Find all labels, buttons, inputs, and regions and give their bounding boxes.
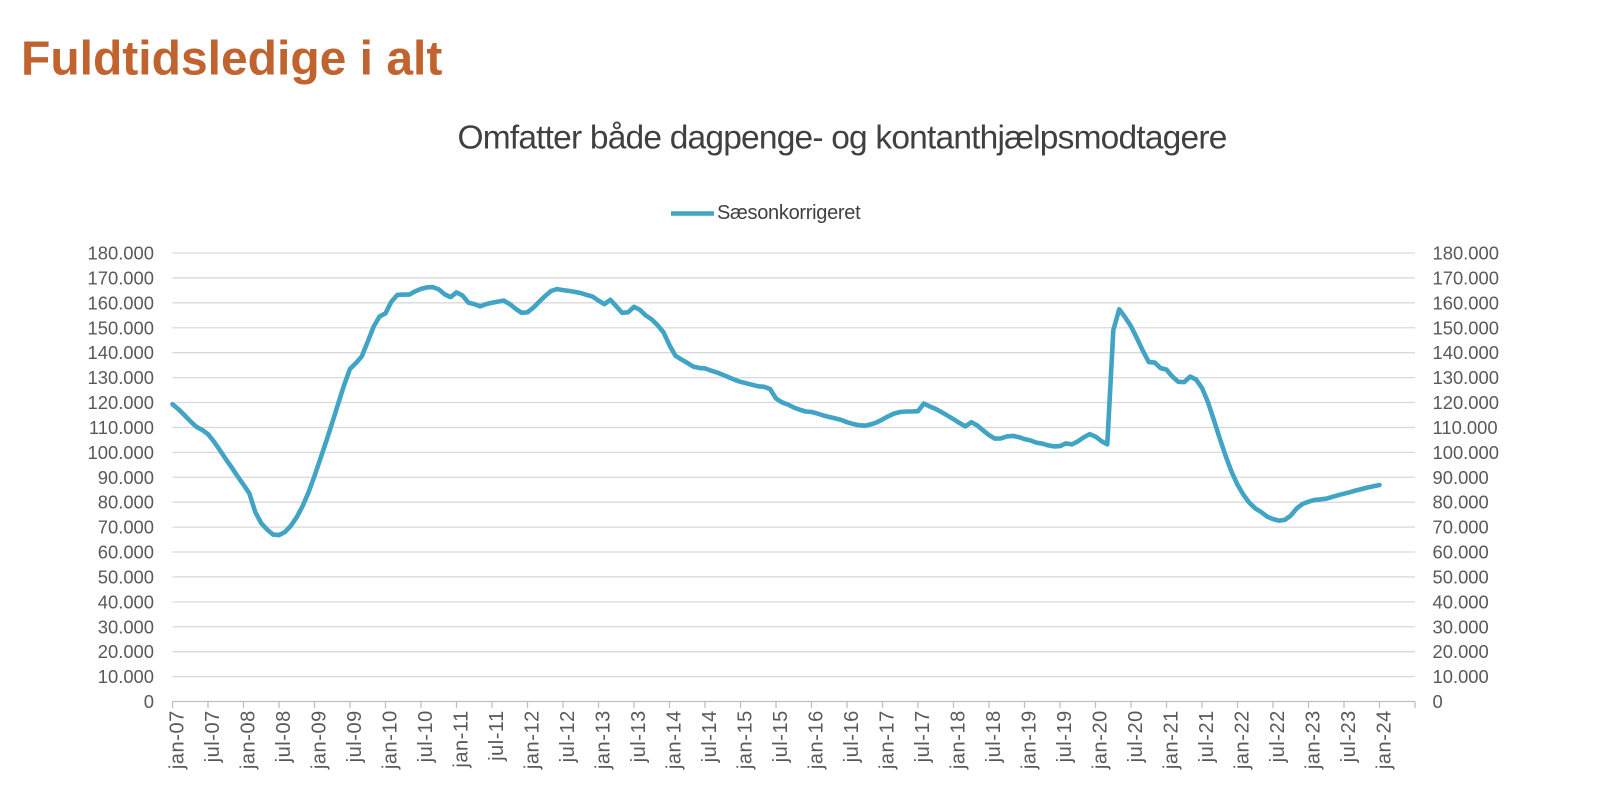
svg-text:170.000: 170.000 — [1433, 267, 1499, 288]
svg-text:150.000: 150.000 — [1433, 317, 1499, 338]
svg-text:110.000: 110.000 — [1433, 417, 1498, 438]
svg-text:60.000: 60.000 — [98, 542, 154, 563]
svg-text:jan-08: jan-08 — [237, 710, 259, 770]
svg-text:jul-10: jul-10 — [415, 710, 437, 763]
svg-text:140.000: 140.000 — [88, 342, 154, 363]
svg-text:40.000: 40.000 — [1433, 591, 1489, 612]
svg-text:jul-22: jul-22 — [1267, 710, 1289, 763]
svg-text:jan-11: jan-11 — [450, 710, 472, 768]
svg-text:110.000: 110.000 — [89, 417, 154, 438]
svg-text:jan-07: jan-07 — [166, 710, 188, 770]
svg-text:jan-24: jan-24 — [1373, 710, 1395, 770]
svg-text:jan-13: jan-13 — [592, 710, 614, 770]
svg-text:jan-15: jan-15 — [734, 710, 756, 770]
svg-text:180.000: 180.000 — [1433, 243, 1499, 264]
svg-text:jul-16: jul-16 — [841, 710, 863, 763]
svg-text:jul-09: jul-09 — [344, 710, 366, 763]
svg-text:Sæsonkorrigeret: Sæsonkorrigeret — [717, 202, 861, 224]
svg-text:jan-17: jan-17 — [876, 710, 898, 770]
svg-text:100.000: 100.000 — [1433, 442, 1499, 463]
svg-text:90.000: 90.000 — [98, 467, 154, 488]
svg-text:jul-19: jul-19 — [1054, 710, 1076, 763]
svg-text:180.000: 180.000 — [88, 243, 154, 264]
svg-text:jul-15: jul-15 — [770, 710, 792, 763]
svg-text:jul-08: jul-08 — [273, 710, 295, 763]
svg-text:80.000: 80.000 — [98, 492, 154, 513]
svg-text:jan-22: jan-22 — [1231, 710, 1253, 770]
svg-text:40.000: 40.000 — [98, 591, 154, 612]
svg-text:60.000: 60.000 — [1433, 542, 1489, 563]
svg-text:jul-13: jul-13 — [628, 710, 650, 763]
svg-text:50.000: 50.000 — [98, 566, 154, 587]
svg-text:jan-09: jan-09 — [308, 710, 330, 770]
svg-text:jan-23: jan-23 — [1302, 710, 1324, 770]
svg-text:jul-14: jul-14 — [699, 710, 721, 763]
svg-text:jul-21: jul-21 — [1196, 710, 1218, 763]
svg-text:140.000: 140.000 — [1433, 342, 1499, 363]
svg-text:jan-18: jan-18 — [947, 710, 969, 770]
svg-text:0: 0 — [1433, 691, 1443, 712]
svg-text:jul-23: jul-23 — [1338, 710, 1360, 763]
svg-text:jan-12: jan-12 — [521, 710, 543, 770]
svg-text:170.000: 170.000 — [88, 267, 154, 288]
svg-text:30.000: 30.000 — [98, 616, 154, 637]
svg-text:20.000: 20.000 — [1433, 641, 1489, 662]
svg-text:120.000: 120.000 — [1433, 392, 1499, 413]
svg-text:Omfatter både dagpenge- og kon: Omfatter både dagpenge- og kontanthjælps… — [457, 120, 1226, 157]
svg-text:jan-14: jan-14 — [663, 710, 685, 770]
svg-text:jul-11: jul-11 — [486, 710, 508, 762]
svg-text:150.000: 150.000 — [88, 317, 154, 338]
svg-text:jul-17: jul-17 — [912, 710, 934, 763]
svg-text:70.000: 70.000 — [1433, 517, 1489, 538]
svg-text:130.000: 130.000 — [88, 367, 154, 388]
svg-text:jul-18: jul-18 — [983, 710, 1005, 763]
svg-text:0: 0 — [144, 691, 154, 712]
svg-text:jan-10: jan-10 — [379, 710, 401, 770]
svg-text:jan-16: jan-16 — [805, 710, 827, 770]
svg-text:160.000: 160.000 — [1433, 292, 1499, 313]
svg-text:120.000: 120.000 — [88, 392, 154, 413]
svg-text:jan-19: jan-19 — [1018, 710, 1040, 770]
svg-text:30.000: 30.000 — [1433, 616, 1489, 637]
svg-text:20.000: 20.000 — [98, 641, 154, 662]
svg-text:10.000: 10.000 — [98, 666, 154, 687]
svg-text:160.000: 160.000 — [88, 292, 154, 313]
svg-text:90.000: 90.000 — [1433, 467, 1489, 488]
svg-text:jul-20: jul-20 — [1125, 710, 1147, 763]
svg-text:50.000: 50.000 — [1433, 566, 1489, 587]
svg-text:jul-12: jul-12 — [557, 710, 579, 763]
svg-text:10.000: 10.000 — [1433, 666, 1489, 687]
svg-text:80.000: 80.000 — [1433, 492, 1489, 513]
svg-text:70.000: 70.000 — [98, 517, 154, 538]
svg-text:130.000: 130.000 — [1433, 367, 1499, 388]
svg-text:Fuldtidsledige i alt: Fuldtidsledige i alt — [21, 33, 442, 86]
svg-text:jan-20: jan-20 — [1089, 710, 1111, 770]
svg-text:jan-21: jan-21 — [1160, 710, 1182, 770]
svg-text:jul-07: jul-07 — [202, 710, 224, 763]
svg-text:100.000: 100.000 — [88, 442, 154, 463]
